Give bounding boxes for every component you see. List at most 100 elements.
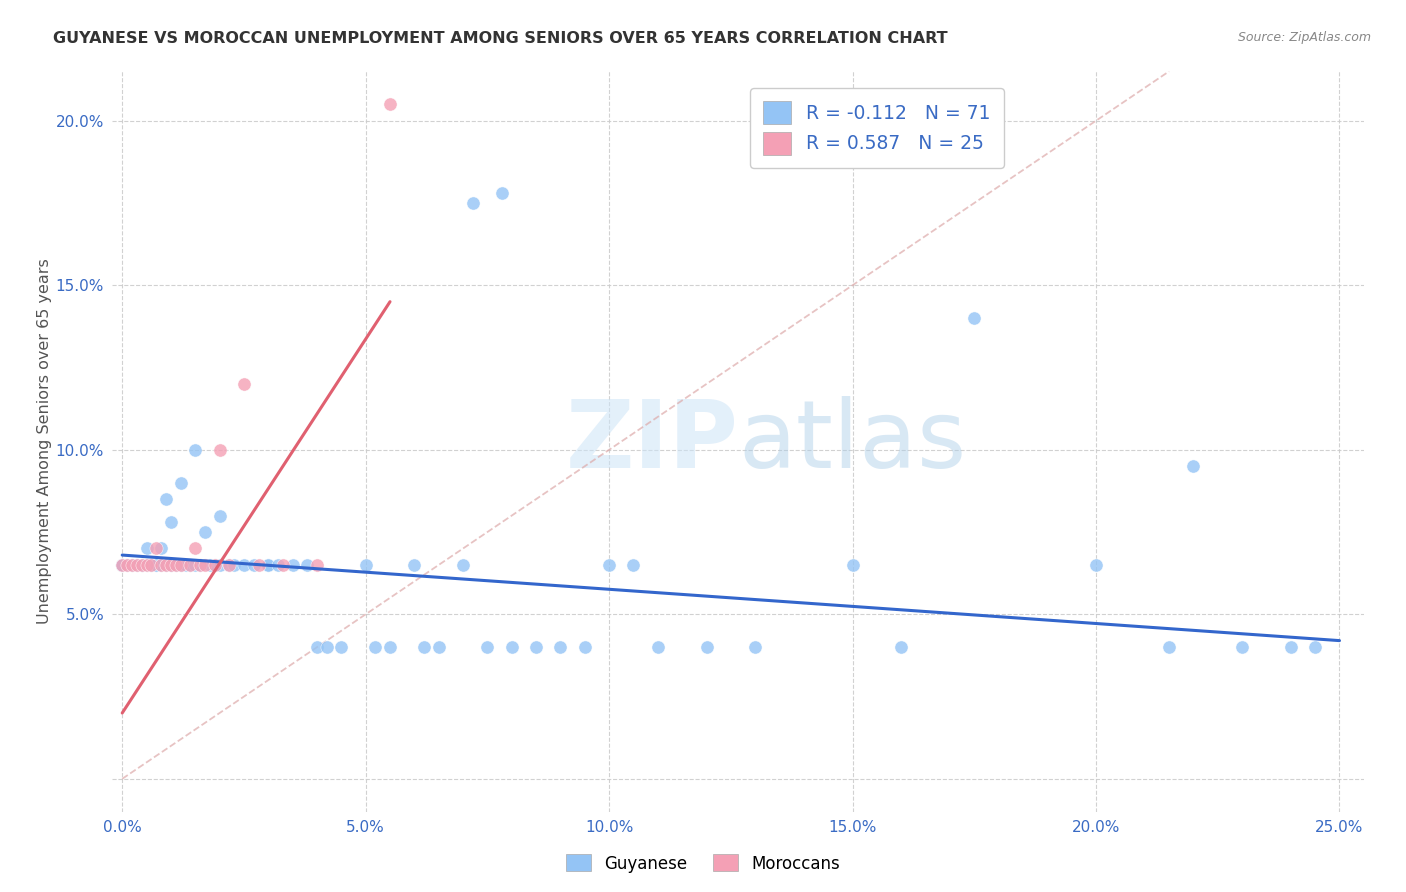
Point [477,640,499,655]
Point [111,558,134,572]
Point [204,558,226,572]
Point [131,558,153,572]
Point [184,558,207,572]
Point [188,558,211,572]
Point [184,541,207,556]
Point [218,558,240,572]
Point [115,558,138,572]
Point [169,558,191,572]
Text: Source: ZipAtlas.com: Source: ZipAtlas.com [1237,31,1371,45]
Point [1303,640,1326,655]
Point [1182,459,1205,474]
Point [135,558,157,572]
Point [160,558,183,572]
Legend: Guyanese, Moroccans: Guyanese, Moroccans [560,847,846,880]
Point [233,376,256,391]
Point [524,640,547,655]
Point [647,640,669,655]
Point [179,558,201,572]
Point [451,558,474,572]
Point [267,558,290,572]
Point [305,558,328,572]
Point [208,558,231,572]
Point [744,640,766,655]
Text: GUYANESE VS MOROCCAN UNEMPLOYMENT AMONG SENIORS OVER 65 YEARS CORRELATION CHART: GUYANESE VS MOROCCAN UNEMPLOYMENT AMONG … [53,31,948,46]
Point [194,524,217,539]
Point [378,640,401,655]
Text: ZIP: ZIP [565,395,738,488]
Point [1230,640,1253,655]
Point [378,97,401,112]
Point [121,558,143,572]
Point [501,640,523,655]
Point [218,558,240,572]
Point [111,558,134,572]
Point [145,558,167,572]
Point [315,640,337,655]
Point [160,558,183,572]
Point [1279,640,1302,655]
Point [131,558,153,572]
Point [208,442,231,457]
Point [233,558,256,572]
Point [135,541,157,556]
Point [160,558,183,572]
Point [623,558,645,572]
Point [427,640,450,655]
Point [111,558,134,572]
Point [198,558,221,572]
Point [169,475,191,490]
Point [184,442,207,457]
Point [257,558,280,572]
Point [598,558,620,572]
Point [257,558,280,572]
Point [131,558,153,572]
Legend: R = -0.112   N = 71, R = 0.587   N = 25: R = -0.112 N = 71, R = 0.587 N = 25 [751,88,1004,168]
Point [404,558,426,572]
Point [550,640,572,655]
Point [297,558,319,572]
Point [150,541,173,556]
Point [150,558,173,572]
Point [135,558,157,572]
Point [155,558,177,572]
Point [169,558,191,572]
Point [354,558,377,572]
Point [281,558,304,572]
Point [111,558,134,572]
Point [305,640,328,655]
Point [963,311,986,326]
Point [155,558,177,572]
Point [194,558,217,572]
Point [247,558,270,572]
Point [224,558,246,572]
Point [1157,640,1180,655]
Point [491,186,513,200]
Point [121,558,143,572]
Point [208,508,231,523]
Point [174,558,197,572]
Point [150,558,173,572]
Point [364,640,387,655]
Y-axis label: Unemployment Among Seniors over 65 years: Unemployment Among Seniors over 65 years [37,259,52,624]
Point [330,640,353,655]
Point [204,558,226,572]
Point [155,492,177,507]
Point [271,558,294,572]
Point [695,640,717,655]
Point [125,558,148,572]
Point [890,640,912,655]
Point [165,558,187,572]
Point [188,558,211,572]
Point [115,558,138,572]
Point [179,558,201,572]
Point [461,196,484,211]
Point [413,640,436,655]
Point [841,558,863,572]
Point [145,558,167,572]
Point [141,558,163,572]
Point [145,541,167,556]
Point [160,515,183,529]
Point [141,558,163,572]
Point [574,640,596,655]
